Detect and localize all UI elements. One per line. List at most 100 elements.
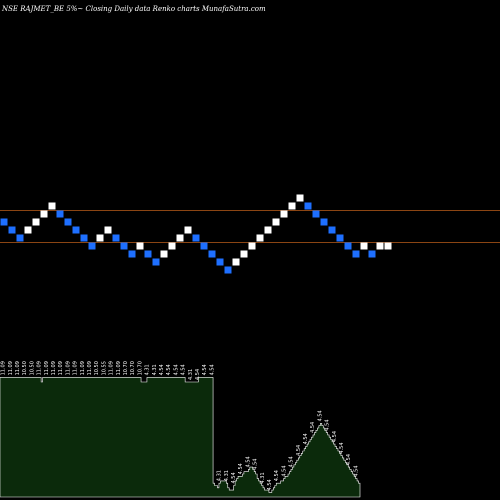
volume-label: 4.54	[245, 456, 251, 467]
volume-label: 4.54	[353, 465, 359, 476]
volume-label: 4.54	[173, 364, 179, 375]
volume-label: 4.54	[253, 459, 259, 470]
chart-title: NSE RAJMET_BE 5%~ Closing Daily data Ren…	[1, 5, 266, 13]
volume-label: 4.54	[332, 431, 338, 442]
renko-brick-up	[280, 210, 288, 218]
renko-brick-down	[16, 234, 24, 242]
volume-series	[0, 377, 361, 498]
renko-brick-up	[96, 234, 104, 242]
renko-brick-down	[80, 234, 88, 242]
volume-label: 4.54	[166, 364, 172, 375]
renko-brick-up	[240, 250, 248, 258]
volume-area	[0, 377, 361, 498]
renko-brick-down	[368, 250, 376, 258]
volume-labels: 11.09 11.09 11.09 10.50 10.50 11.09 11.09 11.09…	[1, 361, 360, 490]
renko-brick-down	[128, 250, 136, 258]
renko-brick-up	[168, 242, 176, 250]
volume-label: 11.09	[51, 361, 57, 375]
renko-brick-up	[32, 218, 40, 226]
volume-label: 10.70	[137, 361, 143, 375]
volume-label: 10.55	[101, 361, 107, 375]
volume-label: 4.31	[152, 364, 158, 375]
renko-brick-down	[208, 250, 216, 258]
volume-label: 11.09	[73, 361, 79, 375]
volume-label: 10.70	[123, 361, 129, 375]
renko-brick-up	[184, 226, 192, 234]
renko-brick-down	[216, 258, 224, 266]
volume-label: 10.50	[94, 361, 100, 375]
renko-brick-up	[376, 242, 384, 250]
renko-brick-up	[360, 242, 368, 250]
renko-brick-down	[144, 250, 152, 258]
renko-brick-up	[232, 258, 240, 266]
renko-brick-down	[344, 242, 352, 250]
renko-brick-up	[256, 234, 264, 242]
volume-label: 11.09	[116, 361, 122, 375]
renko-brick-up	[288, 202, 296, 210]
volume-label: 11.09	[80, 361, 86, 375]
renko-brick-down	[312, 210, 320, 218]
volume-label: 11.09	[1, 361, 7, 375]
renko-brick-up	[160, 250, 168, 258]
renko-brick-up	[40, 210, 48, 218]
volume-label: 4.54	[289, 456, 295, 467]
volume-label: 4.31	[217, 470, 223, 481]
renko-brick-up	[296, 194, 304, 202]
renko-brick-down	[200, 242, 208, 250]
renko-brick-down	[304, 202, 312, 210]
renko-brick-up	[24, 226, 32, 234]
renko-brick-down	[120, 242, 128, 250]
renko-brick-up	[264, 226, 272, 234]
volume-label: 11.09	[65, 361, 71, 375]
renko-brick-down	[152, 258, 160, 266]
volume-label: 4.31	[260, 472, 266, 483]
renko-brick-down	[192, 234, 200, 242]
volume-label: 4.31	[145, 364, 151, 375]
volume-label: 4.54	[238, 463, 244, 474]
renko-brick-up	[176, 234, 184, 242]
renko-brick-up	[272, 218, 280, 226]
volume-label: 4.31	[224, 470, 230, 481]
volume-label: 4.54	[325, 419, 331, 430]
volume-label: 11.09	[8, 361, 14, 375]
renko-brick-down	[352, 250, 360, 258]
volume-label: 4.54	[181, 364, 187, 375]
renko-brick-down	[0, 218, 8, 226]
volume-label: 4.54	[296, 445, 302, 456]
volume-label: 10.70	[130, 361, 136, 375]
volume-label: 4.54	[274, 470, 280, 481]
renko-brick-down	[56, 210, 64, 218]
renko-brick-up	[104, 226, 112, 234]
volume-label: 4.54	[202, 364, 208, 375]
volume-label: 11.09	[58, 361, 64, 375]
volume-label: 4.54	[231, 472, 237, 483]
volume-label: 10.50	[29, 361, 35, 375]
volume-label: 4.54	[195, 369, 201, 380]
renko-brick-up	[136, 242, 144, 250]
volume-label: 4.54	[159, 364, 165, 375]
volume-label: 4.54	[317, 410, 323, 421]
volume-label: 11.09	[37, 361, 43, 375]
renko-brick-down	[72, 226, 80, 234]
renko-brick-up	[384, 242, 392, 250]
renko-brick-up	[48, 202, 56, 210]
volume-label: 4.54	[209, 364, 215, 375]
volume-label: 4.54	[339, 442, 345, 453]
volume-label: 4.31	[188, 369, 194, 380]
volume-label: 4.54	[303, 433, 309, 444]
renko-brick-up	[248, 242, 256, 250]
volume-label: 10.50	[22, 361, 28, 375]
volume-label: 11.09	[87, 361, 93, 375]
volume-label: 4.54	[310, 422, 316, 433]
renko-brick-down	[64, 218, 72, 226]
volume-label: 4.54	[281, 465, 287, 476]
volume-label: 4.54	[267, 479, 273, 490]
renko-brick-down	[88, 242, 96, 250]
renko-bricks	[0, 194, 392, 274]
renko-brick-down	[8, 226, 16, 234]
volume-label: 11.09	[109, 361, 115, 375]
volume-label: 11.09	[15, 361, 21, 375]
renko-brick-down	[112, 234, 120, 242]
renko-brick-down	[224, 266, 232, 274]
